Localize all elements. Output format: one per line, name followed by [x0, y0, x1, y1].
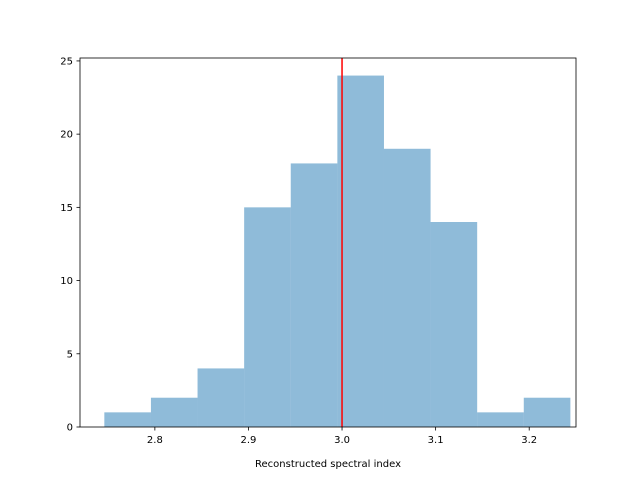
y-tick-label: 5	[67, 349, 73, 360]
histogram-bar	[197, 368, 245, 427]
y-tick-label: 15	[60, 203, 73, 214]
histogram-bars	[104, 75, 571, 428]
histogram-bar	[290, 163, 338, 427]
histogram-bar	[477, 412, 524, 427]
x-tick-label: 2.9	[240, 435, 256, 446]
histogram-bar	[150, 397, 198, 427]
y-tick-label: 20	[60, 130, 73, 141]
y-tick-label: 25	[60, 56, 73, 67]
x-tick-label: 3.2	[521, 435, 537, 446]
x-tick-label: 3.0	[334, 435, 350, 446]
y-tick-label: 0	[67, 423, 73, 434]
x-tick-label: 2.8	[147, 435, 163, 446]
y-tick-label: 10	[60, 276, 73, 287]
histogram-bar	[337, 75, 384, 428]
histogram-bar	[244, 207, 291, 427]
histogram-bar	[523, 397, 571, 427]
histogram-bar	[430, 222, 478, 427]
x-tick-label: 3.1	[428, 435, 444, 446]
y-axis-ticks: 0 5 10 15 20 25	[60, 56, 80, 434]
x-axis-label: Reconstructed spectral index	[255, 459, 401, 470]
axes-frame	[79, 57, 577, 428]
histogram-bar	[383, 148, 431, 428]
x-axis-ticks: 2.8 2.9 3.0 3.1 3.2	[147, 427, 537, 446]
histogram-bar	[104, 412, 151, 427]
